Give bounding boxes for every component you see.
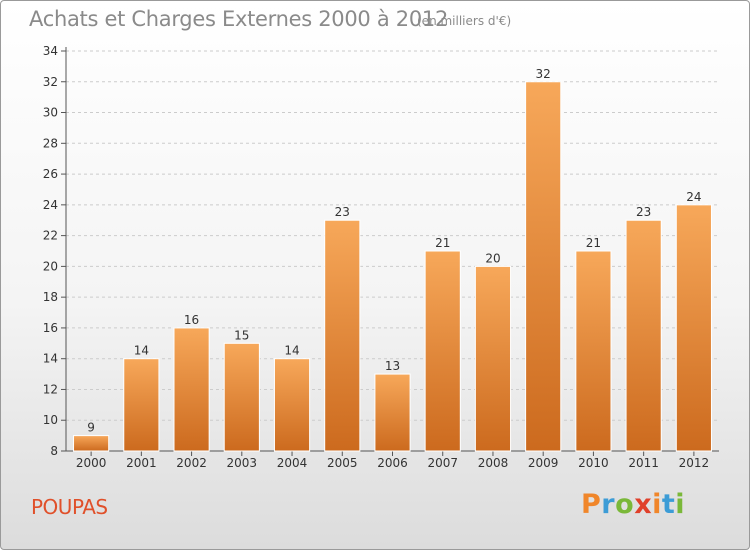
- y-tick-label: 24: [43, 198, 58, 212]
- data-label: 21: [435, 236, 450, 250]
- y-tick-label: 14: [43, 352, 58, 366]
- x-tick-label: 2010: [578, 456, 609, 470]
- logo-letter: o: [615, 489, 635, 520]
- place-name: POUPAS: [31, 495, 108, 519]
- data-label: 14: [284, 344, 299, 358]
- data-label: 20: [485, 251, 500, 265]
- data-label: 23: [335, 205, 350, 219]
- bar: [525, 81, 562, 452]
- y-tick-label: 34: [43, 44, 58, 58]
- data-label: 14: [134, 344, 149, 358]
- y-tick-label: 28: [43, 136, 58, 150]
- x-tick-label: 2009: [528, 456, 559, 470]
- y-tick-label: 20: [43, 259, 58, 273]
- x-tick-label: 2001: [126, 456, 157, 470]
- bar: [173, 327, 210, 452]
- data-label: 32: [536, 67, 551, 81]
- x-tick-label: 2004: [277, 456, 308, 470]
- labels: 8 10 12 14 16 18 20 22 24 26 28 30 32 34 9 2000 14 2001 16…: [43, 44, 709, 470]
- chart-title: Achats et Charges Externes 2000 à 2012: [29, 7, 449, 31]
- x-tick-label: 2008: [478, 456, 509, 470]
- x-tick-label: 2000: [76, 456, 107, 470]
- y-tick-label: 10: [43, 413, 58, 427]
- y-tick-label: 26: [43, 167, 58, 181]
- logo-letter: P: [581, 489, 602, 520]
- bar: [374, 373, 411, 452]
- data-label: 23: [636, 205, 651, 219]
- bar: [324, 219, 361, 452]
- proxiti-logo[interactable]: Proxiti: [581, 489, 685, 520]
- bar: [223, 342, 260, 452]
- bar: [675, 204, 712, 452]
- data-label: 16: [184, 313, 199, 327]
- logo-letter: x: [634, 489, 653, 520]
- x-tick-label: 2006: [377, 456, 408, 470]
- bar: [474, 265, 512, 452]
- x-tick-label: 2011: [628, 456, 659, 470]
- bars: [73, 81, 712, 452]
- bar: [424, 250, 461, 452]
- x-tick-label: 2002: [176, 456, 207, 470]
- y-tick-label: 8: [50, 444, 58, 458]
- y-tick-label: 16: [43, 321, 58, 335]
- bar: [625, 219, 662, 452]
- y-tick-label: 30: [43, 106, 58, 120]
- logo-letter: t: [661, 489, 676, 520]
- x-tick-label: 2007: [427, 456, 458, 470]
- logo-letter: r: [601, 489, 616, 520]
- data-label: 21: [586, 236, 601, 250]
- logo-letter: i: [652, 489, 662, 520]
- bar: [73, 435, 110, 452]
- y-tick-label: 32: [43, 75, 58, 89]
- data-label: 13: [385, 359, 400, 373]
- bar: [575, 250, 612, 452]
- x-tick-label: 2005: [327, 456, 358, 470]
- x-tick-label: 2003: [227, 456, 258, 470]
- y-tick-label: 12: [43, 382, 58, 396]
- bar: [273, 358, 311, 452]
- y-tick-label: 22: [43, 229, 58, 243]
- y-tick-label: 18: [43, 290, 58, 304]
- x-tick-label: 2012: [679, 456, 710, 470]
- data-label: 15: [234, 328, 249, 342]
- chart-subtitle: (en milliers d'€): [417, 14, 512, 28]
- logo-letter: i: [675, 489, 686, 520]
- data-label: 24: [686, 190, 701, 204]
- bar: [123, 358, 160, 452]
- data-label: 9: [87, 421, 95, 435]
